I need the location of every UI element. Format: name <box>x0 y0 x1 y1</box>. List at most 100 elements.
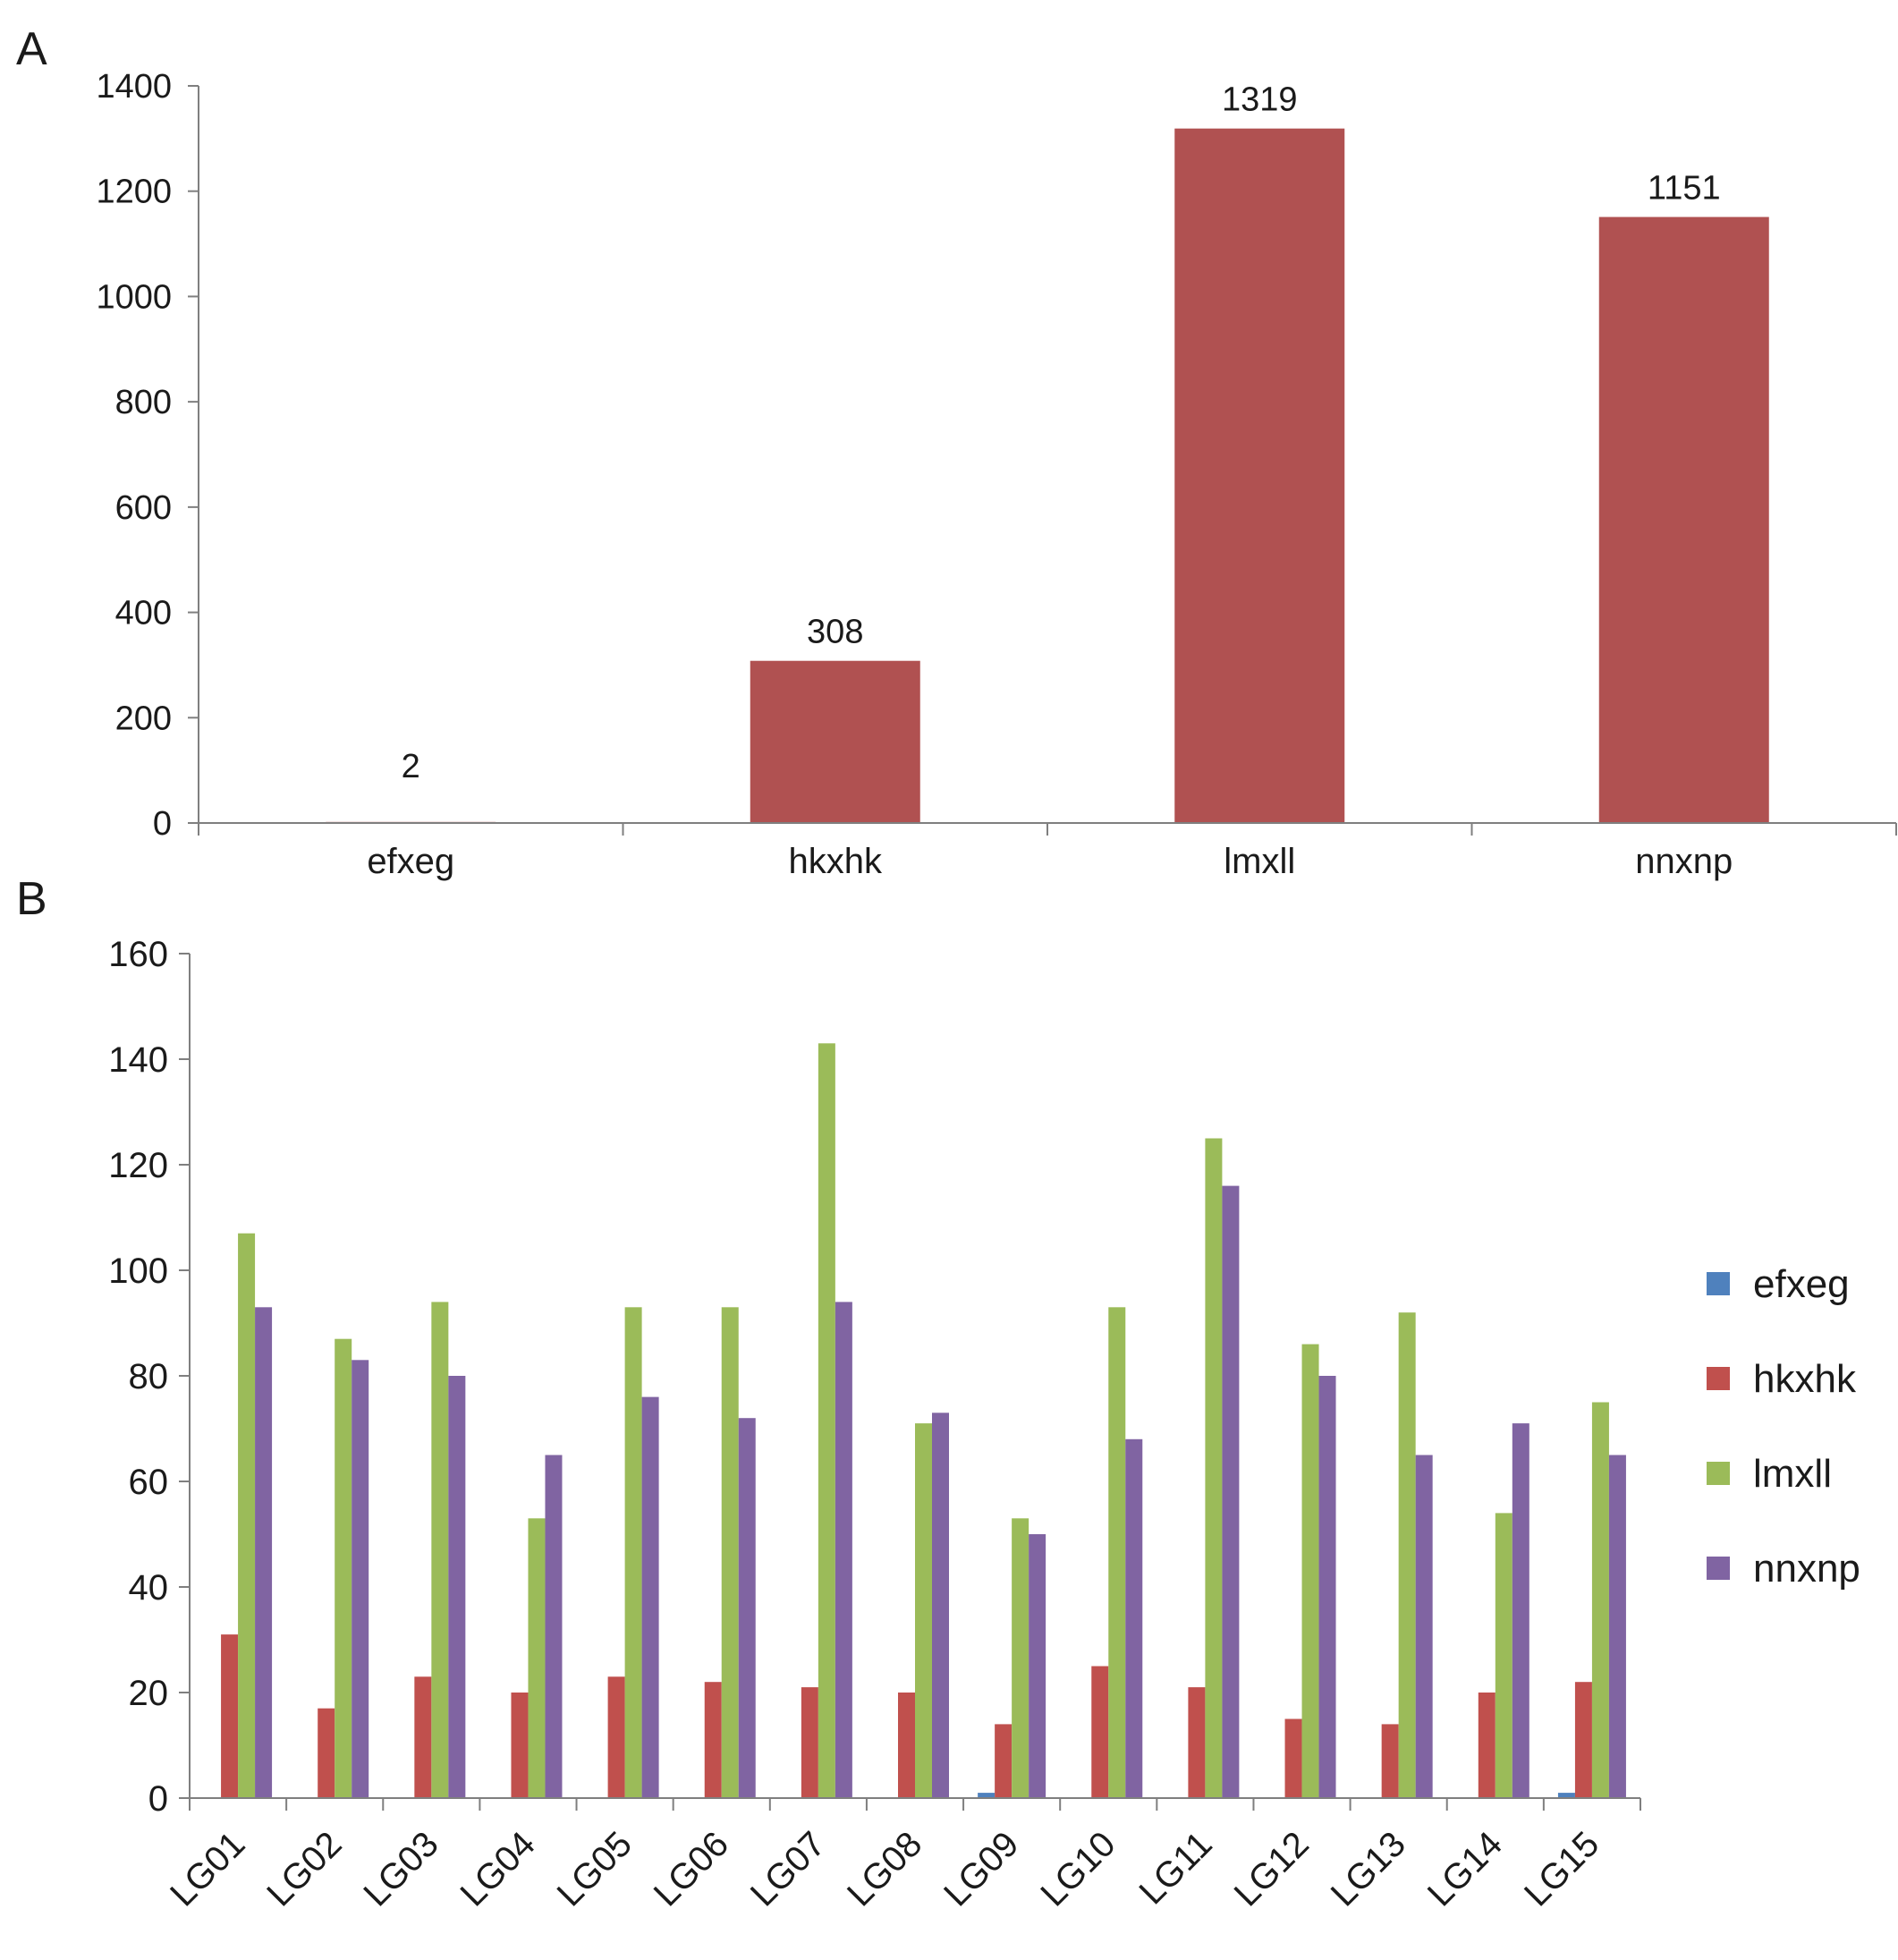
legend-label-hkxhk: hkxhk <box>1753 1357 1857 1401</box>
y-tick-label: 1200 <box>96 174 172 211</box>
x-tick-label-LG11: LG11 <box>1132 1824 1220 1912</box>
y-tick-label: 800 <box>115 384 172 421</box>
y-tick-label: 60 <box>129 1463 169 1502</box>
bar-lmxll-LG03 <box>431 1302 449 1798</box>
y-tick-label: 1400 <box>96 68 172 106</box>
bar-nnxnp-LG09 <box>1029 1534 1046 1798</box>
bar-nnxnp-LG05 <box>641 1396 659 1798</box>
y-tick-label: 160 <box>108 935 168 974</box>
bar-lmxll-LG05 <box>624 1307 642 1798</box>
bar-lmxll-LG07 <box>818 1043 835 1798</box>
bar-nnxnp-LG08 <box>932 1413 949 1798</box>
legend-label-efxeg: efxeg <box>1753 1262 1850 1306</box>
y-tick-label: 140 <box>108 1040 168 1080</box>
x-tick-label-LG05: LG05 <box>550 1824 640 1913</box>
x-tick-label-LG02: LG02 <box>259 1824 349 1913</box>
bar-hkxhk-LG05 <box>607 1676 625 1798</box>
x-tick-label-LG14: LG14 <box>1420 1824 1510 1913</box>
bar-efxeg-LG15 <box>1557 1793 1575 1798</box>
x-tick-label-LG15: LG15 <box>1517 1824 1606 1913</box>
panel-b-legend: efxeg hkxhk lmxll nnxnp <box>1707 1262 1860 1591</box>
x-tick-label-hkxhk: hkxhk <box>789 842 883 881</box>
bar-lmxll-LG02 <box>335 1338 352 1798</box>
bar-hkxhk-LG12 <box>1284 1718 1302 1798</box>
bar-efxeg-LG09 <box>978 1793 996 1798</box>
bar-lmxll-LG14 <box>1495 1513 1512 1798</box>
bar-nnxnp-LG15 <box>1608 1455 1626 1798</box>
bar-hkxhk-LG14 <box>1478 1693 1496 1798</box>
bar-nnxnp-LG07 <box>835 1302 852 1798</box>
bar-lmxll-LG09 <box>1012 1518 1029 1798</box>
bar-hkxhk-LG10 <box>1091 1666 1109 1798</box>
bar-lmxll-LG13 <box>1398 1312 1416 1798</box>
bar-hkxhk-LG09 <box>995 1724 1013 1798</box>
y-tick-label: 600 <box>115 489 172 527</box>
panel-a-letter: A <box>16 23 47 75</box>
y-tick-label: 1000 <box>96 278 172 316</box>
panel-a-chart: A 2 308 1319 1151 0 200 400 600 800 1000 1200 1400… <box>16 23 1897 881</box>
legend-swatch-hkxhk <box>1707 1367 1730 1390</box>
y-tick-label: 100 <box>108 1252 168 1291</box>
x-tick-label-LG10: LG10 <box>1033 1824 1123 1913</box>
legend-label-nnxnp: nnxnp <box>1753 1547 1860 1591</box>
data-label-lmxll: 1319 <box>1222 81 1298 119</box>
bar-lmxll-LG01 <box>238 1233 256 1798</box>
x-tick-label-LG04: LG04 <box>453 1824 543 1913</box>
bar-nnxnp-LG03 <box>448 1376 466 1798</box>
panel-b-bars <box>221 1043 1626 1798</box>
bar-nnxnp-LG11 <box>1222 1185 1240 1798</box>
panel-a-data-labels: 2 308 1319 1151 <box>402 81 1721 785</box>
bar-nnxnp-LG13 <box>1415 1455 1433 1798</box>
x-tick-label-LG03: LG03 <box>356 1824 445 1913</box>
bar-nnxnp-LG12 <box>1318 1376 1336 1798</box>
y-tick-label: 80 <box>129 1357 169 1396</box>
y-tick-label: 40 <box>129 1568 169 1608</box>
bar-hkxhk-LG01 <box>221 1634 239 1798</box>
x-tick-label-LG09: LG09 <box>936 1824 1026 1913</box>
panel-a-bars <box>326 128 1769 823</box>
bar-nnxnp-LG06 <box>738 1418 756 1798</box>
legend-swatch-nnxnp <box>1707 1557 1730 1580</box>
legend-swatch-lmxll <box>1707 1462 1730 1485</box>
legend-label-lmxll: lmxll <box>1753 1452 1832 1496</box>
bar-lmxll <box>1174 128 1345 823</box>
bar-lmxll-LG12 <box>1301 1344 1319 1798</box>
data-label-hkxhk: 308 <box>807 614 863 651</box>
bar-hkxhk-LG08 <box>898 1693 915 1798</box>
bar-lmxll-LG15 <box>1591 1402 1609 1798</box>
bar-hkxhk-LG06 <box>704 1682 722 1798</box>
bar-hkxhk-LG15 <box>1574 1682 1592 1798</box>
data-label-efxeg: 2 <box>402 748 420 785</box>
panel-b-letter: B <box>16 873 47 925</box>
x-tick-label-LG12: LG12 <box>1227 1824 1317 1913</box>
data-label-nnxnp: 1151 <box>1648 170 1721 208</box>
bar-hkxhk <box>750 660 920 823</box>
bar-lmxll-LG06 <box>721 1307 739 1798</box>
y-tick-label: 400 <box>115 595 172 632</box>
bar-hkxhk-LG03 <box>414 1676 432 1798</box>
x-tick-label-nnxnp: nnxnp <box>1635 842 1733 881</box>
bar-nnxnp-LG14 <box>1512 1423 1529 1798</box>
y-tick-label: 200 <box>115 700 172 737</box>
bar-nnxnp-LG01 <box>255 1307 273 1798</box>
y-tick-label: 0 <box>153 805 172 843</box>
x-tick-label-LG01: LG01 <box>163 1824 252 1913</box>
legend-swatch-efxeg <box>1707 1272 1730 1295</box>
bar-hkxhk-LG11 <box>1188 1687 1206 1798</box>
bar-nnxnp-LG10 <box>1125 1438 1143 1798</box>
y-tick-label: 120 <box>108 1146 168 1185</box>
y-tick-label: 20 <box>129 1674 169 1713</box>
bar-lmxll-LG10 <box>1108 1307 1126 1798</box>
x-tick-label-efxeg: efxeg <box>367 842 454 881</box>
bar-nnxnp-LG04 <box>545 1455 563 1798</box>
bar-nnxnp <box>1598 216 1769 823</box>
panel-a-axes: 0 200 400 600 800 1000 1200 1400 efxeg hkxhk lmxll… <box>96 68 1897 881</box>
bar-lmxll-LG04 <box>528 1518 546 1798</box>
bar-hkxhk-LG02 <box>318 1708 335 1798</box>
x-tick-label-LG07: LG07 <box>743 1824 833 1913</box>
x-tick-label-LG08: LG08 <box>840 1824 929 1913</box>
bar-nnxnp-LG02 <box>352 1360 369 1798</box>
bar-hkxhk-LG07 <box>801 1687 818 1798</box>
